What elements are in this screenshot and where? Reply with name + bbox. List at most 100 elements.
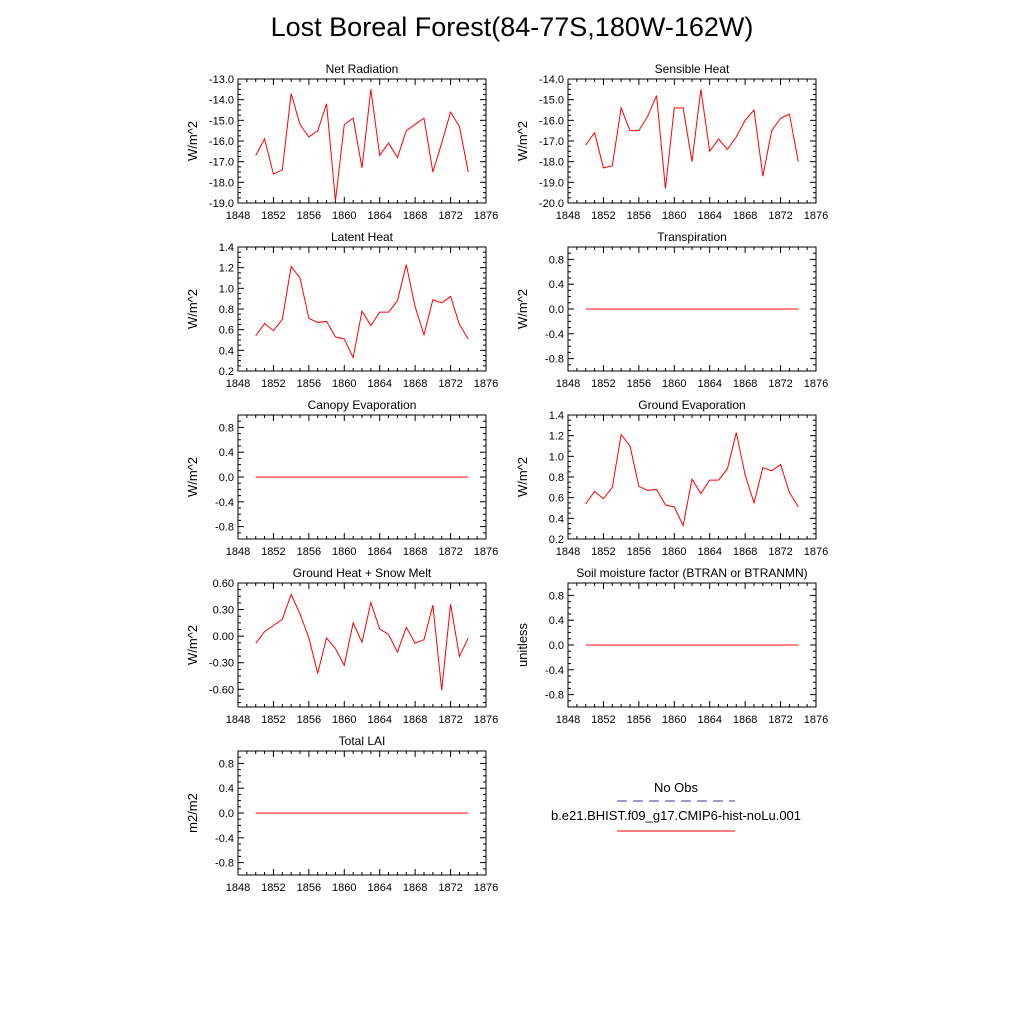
x-tick-label: 1856: [627, 714, 651, 726]
x-tick-label: 1856: [627, 378, 651, 390]
y-axis-label: W/m^2: [515, 289, 530, 329]
y-tick-label: 0.8: [219, 422, 234, 434]
series-line: [585, 89, 799, 189]
plot-frame: [237, 582, 487, 708]
y-axis-label: m2/m2: [185, 793, 200, 833]
y-axis-label: W/m^2: [185, 121, 200, 161]
x-tick-label: 1848: [226, 546, 250, 558]
plot-frame: [237, 78, 487, 204]
y-tick-label: 0.0: [219, 808, 234, 820]
x-tick-label: 1848: [556, 546, 580, 558]
y-tick-label: -0.8: [545, 354, 564, 366]
x-tick-label: 1872: [438, 210, 462, 222]
y-tick-label: 0.4: [219, 783, 234, 795]
y-tick-label: -20.0: [539, 198, 564, 210]
x-tick-label: 1872: [768, 714, 792, 726]
page-title: Lost Boreal Forest(84-77S,180W-162W): [270, 12, 754, 42]
y-axis-label: W/m^2: [185, 625, 200, 665]
y-tick-label: 0.0: [549, 640, 564, 652]
chart-panel: Soil moisture factor (BTRAN or BTRANMN) u…: [515, 566, 828, 726]
x-tick-label: 1864: [367, 210, 391, 222]
y-tick-label: 0.2: [219, 366, 234, 378]
x-tick-label: 1852: [261, 714, 285, 726]
x-tick-label: 1868: [733, 546, 757, 558]
y-tick-label: -0.4: [545, 665, 564, 677]
x-tick-label: 1864: [697, 378, 721, 390]
y-tick-label: -0.8: [545, 690, 564, 702]
x-tick-label: 1864: [367, 546, 391, 558]
x-tick-label: 1852: [261, 882, 285, 894]
chart-panels: Net Radiation W/m^2 1848 1852 1856 1860 1864 18…: [185, 62, 828, 894]
plot-frame: [237, 246, 487, 372]
x-tick-label: 1856: [297, 882, 321, 894]
chart-title: Sensible Heat: [655, 62, 730, 76]
chart-panel: Net Radiation W/m^2 1848 1852 1856 1860 1864 18…: [185, 62, 498, 222]
y-tick-label: -14.0: [209, 95, 234, 107]
chart-title: Ground Evaporation: [638, 398, 745, 412]
x-tick-label: 1848: [556, 210, 580, 222]
y-tick-label: -0.8: [215, 858, 234, 870]
x-tick-label: 1868: [733, 714, 757, 726]
chart-panel: Canopy Evaporation W/m^2 1848 1852 1856 1860 1…: [185, 398, 498, 558]
legend-model-label: b.e21.BHIST.f09_g17.CMIP6-hist-noLu.001: [551, 808, 801, 823]
chart-title: Soil moisture factor (BTRAN or BTRANMN): [576, 566, 807, 580]
x-tick-label: 1868: [403, 882, 427, 894]
y-tick-label: -17.0: [539, 136, 564, 148]
x-tick-label: 1856: [627, 210, 651, 222]
y-tick-label: -16.0: [209, 136, 234, 148]
y-tick-label: 0.60: [213, 578, 234, 590]
y-axis-label: unitless: [515, 622, 530, 667]
chart-panel: Transpiration W/m^2 1848 1852 1856 1860 1864 18…: [515, 230, 828, 390]
chart-title: Latent Heat: [331, 230, 394, 244]
legend-obs-label: No Obs: [654, 780, 699, 795]
x-tick-label: 1856: [297, 714, 321, 726]
y-tick-label: 0.4: [219, 447, 234, 459]
x-tick-label: 1860: [332, 714, 356, 726]
x-tick-label: 1856: [627, 546, 651, 558]
y-tick-label: 0.8: [219, 304, 234, 316]
y-tick-label: -15.0: [539, 95, 564, 107]
x-tick-label: 1860: [332, 210, 356, 222]
y-tick-label: 0.00: [213, 631, 234, 643]
y-tick-label: -0.4: [215, 833, 234, 845]
x-tick-label: 1860: [662, 378, 686, 390]
x-tick-label: 1876: [474, 714, 498, 726]
chart-panel: Total LAI m2/m2 1848 1852 1856 1860 1864 1868 18…: [185, 734, 498, 894]
x-tick-label: 1848: [226, 714, 250, 726]
x-tick-label: 1852: [591, 546, 615, 558]
y-tick-label: 1.2: [549, 431, 564, 443]
x-tick-label: 1872: [438, 546, 462, 558]
chart-panel: Ground Heat + Snow Melt W/m^2 1848 1852 1856…: [185, 566, 498, 726]
chart-title: Ground Heat + Snow Melt: [293, 566, 432, 580]
x-tick-label: 1872: [768, 546, 792, 558]
y-tick-label: 0.2: [549, 534, 564, 546]
x-tick-label: 1852: [261, 210, 285, 222]
y-tick-label: 0.0: [219, 472, 234, 484]
plot-frame: [567, 414, 817, 540]
plot-frame: [567, 78, 817, 204]
y-tick-label: -14.0: [539, 74, 564, 86]
y-axis-label: W/m^2: [185, 289, 200, 329]
y-tick-label: 1.0: [219, 283, 234, 295]
x-tick-label: 1868: [733, 210, 757, 222]
chart-title: Canopy Evaporation: [308, 398, 417, 412]
y-tick-label: -18.0: [539, 157, 564, 169]
x-tick-label: 1860: [662, 714, 686, 726]
x-tick-label: 1864: [367, 882, 391, 894]
x-tick-label: 1856: [297, 378, 321, 390]
x-tick-label: 1852: [261, 378, 285, 390]
y-tick-label: 0.8: [549, 254, 564, 266]
x-tick-label: 1852: [591, 378, 615, 390]
x-tick-label: 1856: [297, 546, 321, 558]
y-tick-label: 0.6: [219, 325, 234, 337]
x-tick-label: 1868: [403, 210, 427, 222]
y-tick-label: 0.4: [549, 279, 564, 291]
y-axis-label: W/m^2: [515, 121, 530, 161]
x-tick-label: 1848: [226, 378, 250, 390]
x-tick-label: 1876: [474, 210, 498, 222]
x-tick-label: 1868: [403, 714, 427, 726]
series-line: [255, 593, 469, 691]
x-tick-label: 1860: [332, 546, 356, 558]
y-tick-label: 1.4: [549, 410, 564, 422]
